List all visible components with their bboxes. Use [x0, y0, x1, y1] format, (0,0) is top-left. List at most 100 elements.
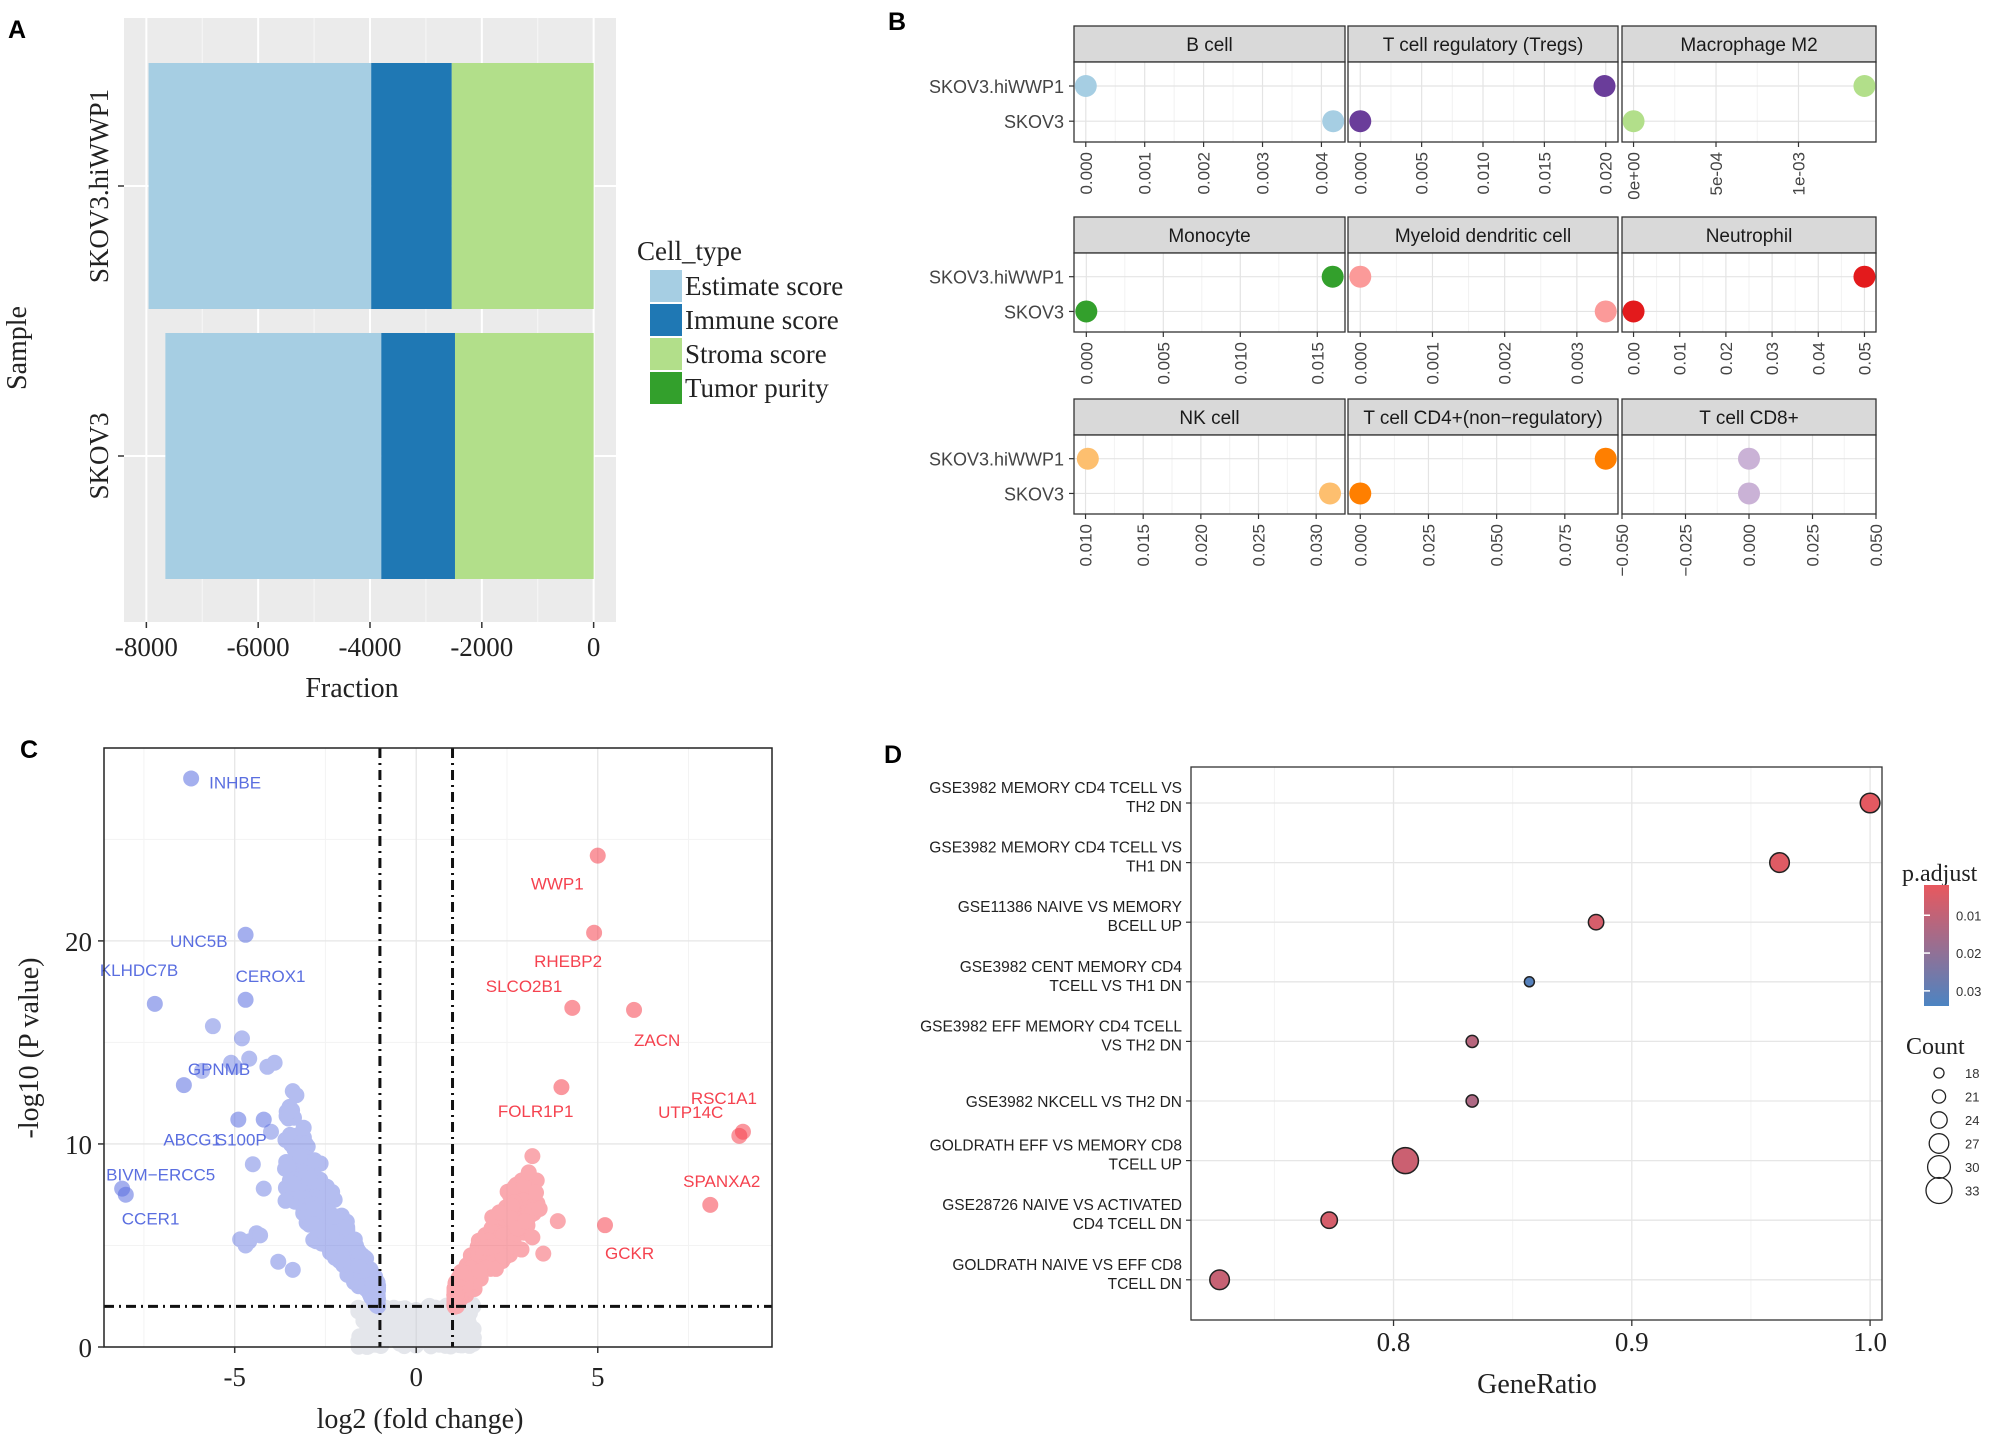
data-point-ns [445, 1304, 462, 1321]
data-point-ns [356, 1327, 373, 1344]
data-point-down [270, 1253, 287, 1270]
x-tick-label: 0.00 [1625, 342, 1644, 375]
data-point-down [339, 1222, 356, 1239]
data-point-down [232, 1231, 249, 1248]
data-point-up [457, 1278, 474, 1295]
data-point-up [517, 1213, 534, 1230]
data-point-down [317, 1192, 334, 1209]
data-point-up [452, 1263, 469, 1280]
data-point-ns [430, 1326, 447, 1343]
term-label: GSE3982 EFF MEMORY CD4 TCELL [920, 1018, 1182, 1035]
data-point-down [278, 1153, 295, 1170]
data-point-down [334, 1248, 351, 1265]
point-label: ZACN [634, 1031, 680, 1050]
data-point-up [484, 1232, 501, 1249]
x-tick-label: 0.04 [1809, 342, 1828, 375]
data-point-down [310, 1190, 327, 1207]
data-point-down [330, 1219, 347, 1236]
colorbar [1924, 885, 1949, 1006]
data-point-down [313, 1235, 330, 1252]
facet-strip [1621, 25, 1877, 63]
data-point-up [485, 1240, 502, 1257]
data-point-ns [459, 1314, 476, 1331]
data-point-up [470, 1239, 487, 1256]
data-point-up [470, 1245, 487, 1262]
data-point-ns [424, 1299, 441, 1316]
data-point-up [450, 1278, 467, 1295]
data-point-ns [417, 1304, 434, 1321]
point-label: S100P [216, 1131, 267, 1150]
data-point-down [302, 1215, 319, 1232]
legend-swatch [650, 304, 682, 336]
facet-panel [1074, 435, 1345, 514]
data-point-ns [356, 1306, 373, 1323]
data-point-ns [421, 1329, 438, 1346]
data-point-down [285, 1109, 302, 1126]
data-point-up [519, 1185, 536, 1202]
data-point-down [348, 1261, 365, 1278]
data-point-down [361, 1269, 378, 1286]
data-point-ns [353, 1331, 370, 1348]
data-point-down [362, 1285, 379, 1302]
data-point-ns [390, 1312, 407, 1329]
x-tick-label: 0.020 [1192, 524, 1211, 567]
panel-a: -8000 -6000 -4000 -2000 0 SKOV3.hiWWP1 SKOV3 Fr… [2, 18, 843, 704]
data-point-ns [367, 1326, 384, 1343]
data-point-down [326, 1227, 343, 1244]
data-point-up [470, 1258, 487, 1275]
data-point-down [248, 1225, 265, 1242]
data-point-down [301, 1190, 318, 1207]
data-point-ns [452, 1322, 469, 1339]
data-point-up [460, 1266, 477, 1283]
data-point-down [316, 1218, 333, 1235]
data-point-down [315, 1181, 332, 1198]
data-point-up [506, 1212, 523, 1229]
data-point-down [298, 1178, 315, 1195]
data-point-up [464, 1249, 481, 1266]
data-point-up [446, 1287, 463, 1304]
data-point-ns [450, 1332, 467, 1349]
data-point-down [366, 1278, 383, 1295]
data-point-up [498, 1242, 515, 1259]
data-point-down [361, 1262, 378, 1279]
data-point-up [489, 1235, 506, 1252]
data-point-ns [455, 1336, 472, 1353]
data-point-down [331, 1218, 348, 1235]
data-point-up [457, 1265, 474, 1282]
data-point-ns [393, 1308, 410, 1325]
data-point-down [360, 1282, 377, 1299]
data-point-down [363, 1288, 380, 1305]
data-point-ns [431, 1308, 448, 1325]
data-point-up [478, 1240, 495, 1257]
data-point-up [458, 1270, 475, 1287]
data-point-up [451, 1286, 468, 1303]
data-point-ns [452, 1334, 469, 1351]
data-point-up [477, 1240, 494, 1257]
legend-title: p.adjust [1902, 861, 1978, 887]
data-point-up [475, 1250, 492, 1267]
data-point [1320, 1211, 1339, 1230]
data-point-up [487, 1237, 504, 1254]
data-point-up [451, 1286, 468, 1303]
data-point-down [335, 1233, 352, 1250]
data-point-down [326, 1229, 343, 1246]
data-point-up [471, 1261, 488, 1278]
data-point-up [483, 1245, 500, 1262]
data-point-down [351, 1270, 368, 1287]
data-point-down [318, 1226, 335, 1243]
x-tick-label: 0.005 [1413, 152, 1432, 195]
data-point-ns [424, 1314, 441, 1331]
data-point-down [327, 1249, 344, 1266]
facet-strip [1347, 25, 1619, 63]
data-point-up [518, 1200, 535, 1217]
data-point-up [481, 1234, 498, 1251]
data-point-ns [436, 1318, 453, 1335]
bar-segment-stroma-score [454, 333, 594, 579]
x-tick-label: 0.050 [1488, 524, 1507, 567]
data-point [1594, 300, 1617, 323]
data-point-down [322, 1237, 339, 1254]
data-point-down [358, 1267, 375, 1284]
data-point-down [369, 1278, 386, 1295]
data-point-labeled [255, 1111, 272, 1128]
facet-border [1347, 252, 1619, 333]
